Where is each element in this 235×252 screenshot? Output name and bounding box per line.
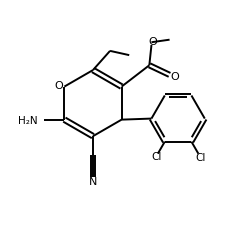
Text: H₂N: H₂N: [18, 115, 38, 125]
Text: O: O: [170, 72, 179, 82]
Text: O: O: [148, 37, 157, 47]
Text: N: N: [89, 177, 97, 187]
Text: Cl: Cl: [195, 152, 206, 162]
Text: O: O: [54, 81, 63, 90]
Text: Cl: Cl: [152, 151, 162, 161]
